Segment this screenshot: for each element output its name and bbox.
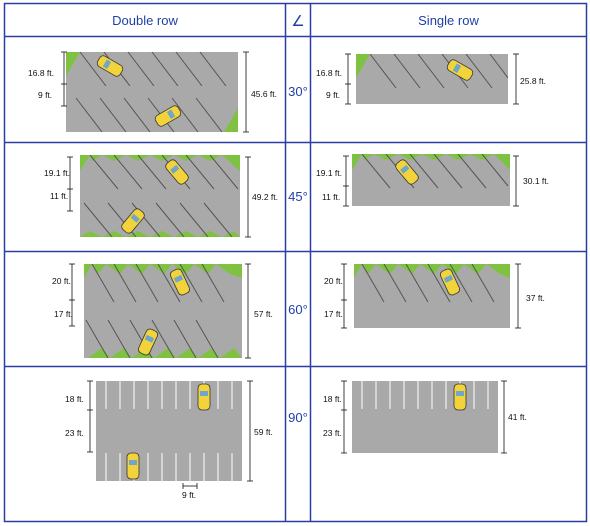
- aisle-width-label: 17 ft.: [324, 309, 343, 319]
- stall-depth-label: 18 ft.: [65, 394, 84, 404]
- car-icon: [446, 59, 474, 81]
- double-row-30-lot: [66, 52, 238, 132]
- stall-depth-label: 20 ft.: [324, 276, 343, 286]
- single-row-45-lot: [352, 154, 510, 206]
- double-row-60-lot: [84, 264, 242, 358]
- aisle-width-label: 9 ft.: [38, 90, 53, 100]
- dimension-lines-30-single: [345, 53, 519, 105]
- total-width-label: 41 ft.: [508, 412, 527, 422]
- total-width-label: 45.6 ft.: [251, 89, 277, 99]
- car-icon: [453, 383, 467, 411]
- stall-depth-label: 16.8 ft.: [28, 68, 54, 78]
- header-double-row: Double row: [112, 13, 178, 28]
- single-row-90-lot: [352, 381, 498, 453]
- car-icon: [439, 268, 461, 296]
- total-width-label: 59 ft.: [254, 427, 273, 437]
- angle-30: 30°: [288, 84, 308, 99]
- total-width-label: 25.8 ft.: [520, 76, 546, 86]
- double-row-90-lot: [96, 381, 242, 481]
- dimension-lines-90-single: [341, 380, 507, 454]
- angle-symbol: ∠: [291, 13, 305, 30]
- aisle-width-label: 23 ft.: [65, 428, 84, 438]
- car-icon: [169, 268, 191, 296]
- car-icon: [121, 208, 145, 234]
- aisle-width-label: 17 ft.: [54, 309, 73, 319]
- car-icon: [126, 452, 140, 480]
- single-row-30-lot: [356, 54, 508, 104]
- angle-90: 90°: [288, 410, 308, 425]
- total-width-label: 57 ft.: [254, 309, 273, 319]
- aisle-width-label: 9 ft.: [326, 90, 341, 100]
- stall-depth-label: 16.8 ft.: [316, 68, 342, 78]
- car-icon: [395, 159, 419, 185]
- dimension-lines-60-double: [69, 263, 251, 359]
- stall-width-label: 9 ft.: [182, 490, 197, 500]
- aisle-width-label: 11 ft.: [50, 191, 69, 201]
- dimension-lines-60-single: [341, 263, 521, 329]
- car-icon: [154, 105, 182, 127]
- aisle-width-label: 11 ft.: [322, 192, 341, 202]
- stall-depth-label: 18 ft.: [323, 394, 342, 404]
- stall-depth-label: 19.1 ft.: [44, 168, 70, 178]
- car-icon: [137, 328, 159, 356]
- dimension-lines-90-double: [87, 380, 253, 489]
- dimension-lines-45-double: [67, 156, 251, 238]
- total-width-label: 37 ft.: [526, 293, 545, 303]
- single-row-60-lot: [354, 264, 510, 328]
- total-width-label: 49.2 ft.: [252, 192, 278, 202]
- stall-depth-label: 19.1 ft.: [316, 168, 342, 178]
- double-row-45-lot: [80, 155, 240, 237]
- angle-45: 45°: [288, 189, 308, 204]
- aisle-width-label: 23 ft.: [323, 428, 342, 438]
- header-single-row: Single row: [418, 13, 479, 28]
- dimension-lines-45-single: [343, 155, 519, 207]
- stall-depth-label: 20 ft.: [52, 276, 71, 286]
- car-icon: [96, 55, 124, 77]
- dimension-lines-30-double: [61, 51, 249, 133]
- car-icon: [197, 383, 211, 411]
- total-width-label: 30.1 ft.: [523, 176, 549, 186]
- car-icon: [165, 159, 189, 185]
- angle-60: 60°: [288, 302, 308, 317]
